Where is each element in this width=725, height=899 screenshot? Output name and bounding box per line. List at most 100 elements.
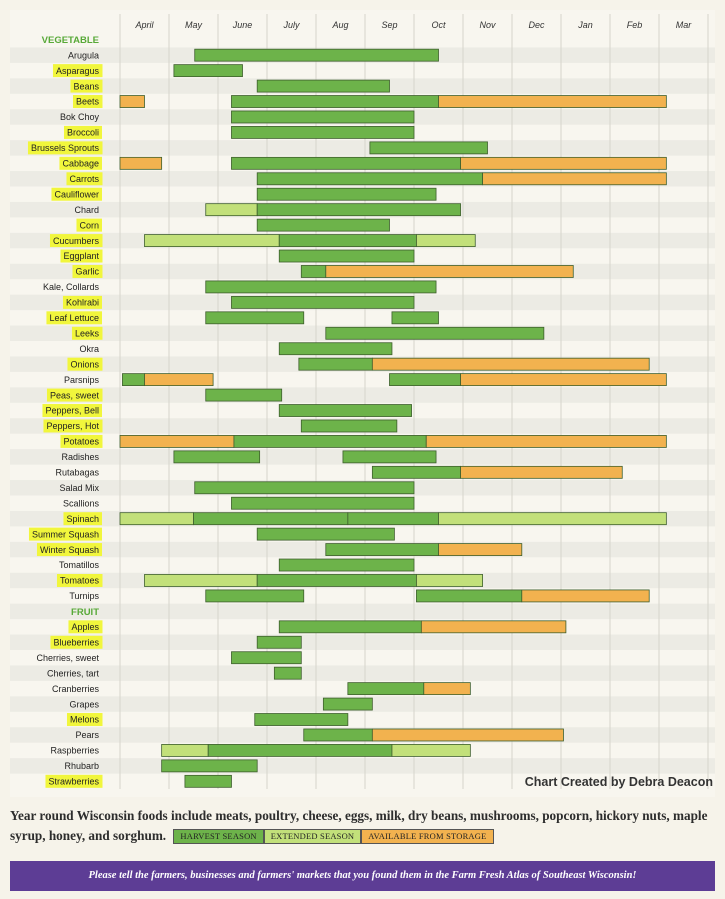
crop-label: Melons bbox=[70, 715, 100, 725]
crop-label: Onions bbox=[70, 359, 99, 369]
crop-label: Blueberries bbox=[53, 637, 99, 647]
crop-label: Potatoes bbox=[63, 437, 99, 447]
season-bar-storage bbox=[460, 156, 667, 170]
season-bar-storage bbox=[119, 435, 235, 448]
season-bar-harvest bbox=[300, 265, 327, 278]
crop-label: Cherries, tart bbox=[47, 668, 100, 678]
month-header: June bbox=[232, 20, 253, 30]
crop-label: Corn bbox=[79, 220, 99, 230]
season-bar-harvest bbox=[205, 280, 437, 294]
crop-highlight bbox=[36, 543, 102, 557]
season-bar-storage bbox=[425, 435, 667, 448]
crop-label: Bok Choy bbox=[60, 112, 100, 122]
season-bar-harvest bbox=[278, 234, 417, 247]
season-bar-harvest bbox=[254, 713, 349, 726]
month-header: Oct bbox=[431, 20, 446, 30]
crop-highlight bbox=[72, 95, 103, 109]
crop-highlight bbox=[43, 419, 103, 433]
season-bar-storage bbox=[144, 373, 214, 387]
season-bar-storage bbox=[438, 95, 667, 108]
season-bar-storage bbox=[420, 620, 567, 634]
season-bar-harvest bbox=[278, 558, 415, 572]
season-bar-harvest bbox=[347, 512, 439, 526]
crop-highlight bbox=[66, 713, 103, 727]
season-bar-harvest bbox=[231, 651, 302, 665]
season-bar-harvest bbox=[161, 759, 258, 773]
month-header: Nov bbox=[479, 20, 496, 30]
season-bar-extended bbox=[416, 234, 476, 247]
month-header: Mar bbox=[676, 20, 693, 30]
month-header: April bbox=[134, 20, 154, 30]
crop-label: Leaf Lettuce bbox=[49, 313, 99, 323]
season-bar-harvest bbox=[278, 620, 422, 634]
season-bar-harvest bbox=[256, 527, 395, 541]
season-bar-storage bbox=[119, 95, 145, 108]
crop-label: Eggplant bbox=[63, 251, 99, 261]
season-bar-extended bbox=[205, 203, 258, 217]
season-bar-harvest bbox=[273, 666, 302, 680]
season-bar-storage bbox=[371, 357, 650, 371]
crop-label: Grapes bbox=[69, 699, 99, 709]
season-bar-extended bbox=[144, 574, 258, 587]
season-bar-harvest bbox=[231, 496, 415, 510]
crop-label: Peas, sweet bbox=[50, 390, 100, 400]
crop-label: Tomatillos bbox=[59, 560, 100, 570]
crop-label: Peppers, Hot bbox=[46, 421, 99, 431]
month-header: Dec bbox=[528, 20, 545, 30]
year-round-note: Year round Wisconsin foods include meats… bbox=[10, 806, 715, 846]
crop-label: Cherries, sweet bbox=[36, 653, 99, 663]
season-bar-harvest bbox=[256, 574, 417, 587]
crop-label: Kohlrabi bbox=[66, 298, 99, 308]
crop-highlight bbox=[50, 635, 103, 649]
crop-label: Kale, Collards bbox=[43, 282, 100, 292]
crop-highlight bbox=[56, 573, 103, 587]
season-bar-harvest bbox=[184, 774, 232, 788]
crop-label: Chard bbox=[74, 205, 99, 215]
season-bar-storage bbox=[325, 265, 574, 278]
crop-highlight bbox=[72, 264, 103, 278]
season-bar-harvest bbox=[194, 48, 439, 62]
season-bar-extended bbox=[161, 744, 209, 757]
season-bar-harvest bbox=[278, 404, 412, 417]
season-bar-harvest bbox=[256, 79, 390, 93]
crop-label: Beans bbox=[73, 81, 99, 91]
season-bar-storage bbox=[438, 543, 523, 556]
season-bar-harvest bbox=[256, 172, 484, 186]
crop-highlight bbox=[46, 311, 102, 325]
crop-highlight bbox=[27, 141, 103, 155]
chart-credit: Chart Created by Debra Deacon bbox=[525, 775, 713, 789]
harvest-chart: April May June July Aug Sep Oct Nov Dec Jan Feb Mar… bbox=[10, 14, 715, 790]
season-bar-harvest bbox=[416, 589, 523, 603]
season-bar-harvest bbox=[122, 373, 145, 387]
season-bar-harvest bbox=[173, 450, 261, 464]
crop-label: Brussels Sprouts bbox=[31, 143, 100, 153]
crop-highlight bbox=[67, 357, 103, 371]
crop-label: Turnips bbox=[69, 591, 99, 601]
season-bar-extended bbox=[391, 744, 471, 757]
group-title: FRUIT bbox=[71, 607, 99, 618]
season-bar-storage bbox=[119, 156, 163, 170]
crop-label: Broccoli bbox=[67, 128, 99, 138]
legend-extended: Extended Season bbox=[263, 829, 362, 845]
crop-highlight bbox=[71, 326, 103, 340]
crop-label: Raspberries bbox=[50, 746, 99, 756]
legend: Harvest Season Extended Season Available… bbox=[173, 829, 494, 845]
crop-highlight bbox=[70, 79, 103, 93]
group-title: VEGETABLE bbox=[42, 35, 99, 46]
crop-highlight bbox=[66, 172, 103, 186]
season-bar-harvest bbox=[205, 311, 305, 325]
season-bar-harvest bbox=[205, 589, 305, 603]
season-bar-harvest bbox=[342, 450, 437, 464]
crop-label: Scallions bbox=[63, 498, 100, 508]
crop-highlight bbox=[46, 388, 103, 402]
month-header: Sep bbox=[381, 20, 397, 30]
crop-label: Tomatoes bbox=[60, 576, 100, 586]
season-bar-harvest bbox=[389, 373, 461, 387]
season-bar-harvest bbox=[231, 295, 415, 309]
season-bar-harvest bbox=[371, 465, 461, 479]
crop-highlight bbox=[63, 125, 102, 139]
season-bar-extended bbox=[144, 234, 280, 247]
season-bar-harvest bbox=[278, 342, 393, 356]
season-bar-storage bbox=[460, 465, 623, 479]
month-header: July bbox=[282, 20, 300, 30]
